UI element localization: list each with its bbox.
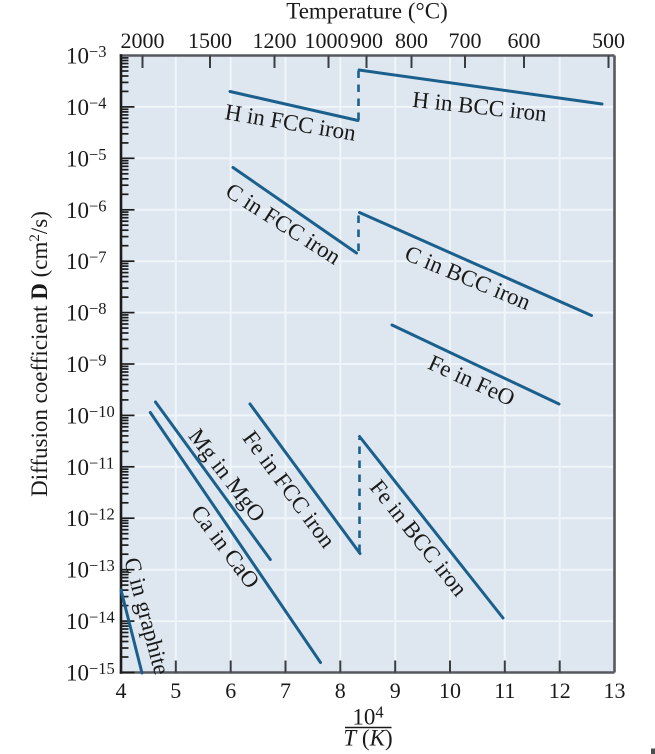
svg-text:2000: 2000 [121, 28, 165, 53]
svg-text:10−6: 10−6 [66, 196, 107, 223]
svg-text:11: 11 [494, 678, 515, 703]
svg-text:13: 13 [604, 678, 626, 703]
svg-text:10−10: 10−10 [66, 402, 115, 429]
svg-text:10−5: 10−5 [66, 145, 107, 172]
svg-text:10−9: 10−9 [66, 351, 107, 378]
svg-text:10−4: 10−4 [66, 93, 107, 120]
svg-text:10: 10 [439, 678, 461, 703]
svg-text:800: 800 [395, 28, 428, 53]
svg-text:600: 600 [508, 28, 541, 53]
svg-text:10−7: 10−7 [66, 248, 107, 275]
svg-text:9: 9 [390, 678, 401, 703]
svg-text:10−14: 10−14 [66, 608, 115, 635]
svg-text:8: 8 [335, 678, 346, 703]
svg-text:1000: 1000 [305, 28, 349, 53]
svg-text:5: 5 [170, 678, 181, 703]
svg-text:6: 6 [225, 678, 236, 703]
svg-text:Diffusion coefficient D (cm2/s: Diffusion coefficient D (cm2/s) [27, 211, 52, 497]
svg-text:700: 700 [449, 28, 482, 53]
svg-text:Temperature (°C): Temperature (°C) [286, 0, 447, 24]
svg-text:T (K): T (K) [343, 726, 392, 751]
svg-text:10−3: 10−3 [66, 42, 107, 69]
svg-text:10−12: 10−12 [66, 505, 115, 532]
svg-text:10−13: 10−13 [66, 556, 115, 583]
svg-text:7: 7 [280, 678, 291, 703]
svg-text:1200: 1200 [253, 28, 297, 53]
svg-text:1500: 1500 [188, 28, 232, 53]
svg-text:12: 12 [549, 678, 571, 703]
svg-text:10−11: 10−11 [66, 453, 114, 480]
svg-text:500: 500 [592, 28, 625, 53]
svg-text:4: 4 [116, 678, 127, 703]
svg-text:10−15: 10−15 [66, 659, 115, 686]
svg-text:900: 900 [350, 28, 383, 53]
svg-text:10−8: 10−8 [66, 299, 107, 326]
